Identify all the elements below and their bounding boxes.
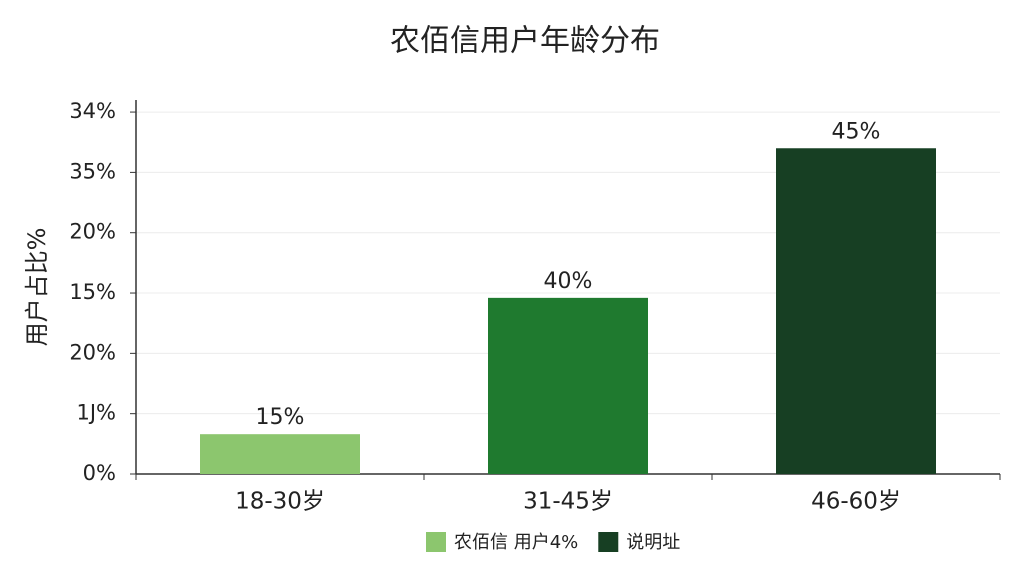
legend-label: 农佰信 用户4%: [454, 532, 578, 553]
bar: [200, 434, 360, 474]
y-tick-label: 0%: [83, 461, 116, 485]
bar-annotation: 15%: [256, 405, 305, 430]
x-tick-label: 18-30岁: [235, 489, 325, 515]
y-tick-label: 20%: [69, 220, 116, 244]
legend-label: 说明址: [626, 532, 680, 553]
bar-annotation: 40%: [544, 269, 593, 294]
x-tick-label: 31-45岁: [523, 489, 613, 515]
y-tick-label: 20%: [69, 340, 116, 364]
y-tick-label: 35%: [69, 159, 116, 183]
y-tick-label: 15%: [69, 280, 116, 304]
legend-swatch: [598, 532, 619, 552]
bar-annotation: 45%: [832, 119, 881, 144]
y-tick-label: 34%: [69, 99, 116, 123]
legend-swatch: [426, 532, 446, 552]
y-axis-label: 用户占比%: [23, 228, 51, 347]
x-tick-label: 46-60岁: [811, 489, 901, 515]
y-tick-label: 1J%: [76, 401, 116, 425]
bar: [488, 297, 648, 474]
chart-title: 农佰信用户年龄分布: [390, 24, 660, 59]
bar: [776, 148, 936, 475]
